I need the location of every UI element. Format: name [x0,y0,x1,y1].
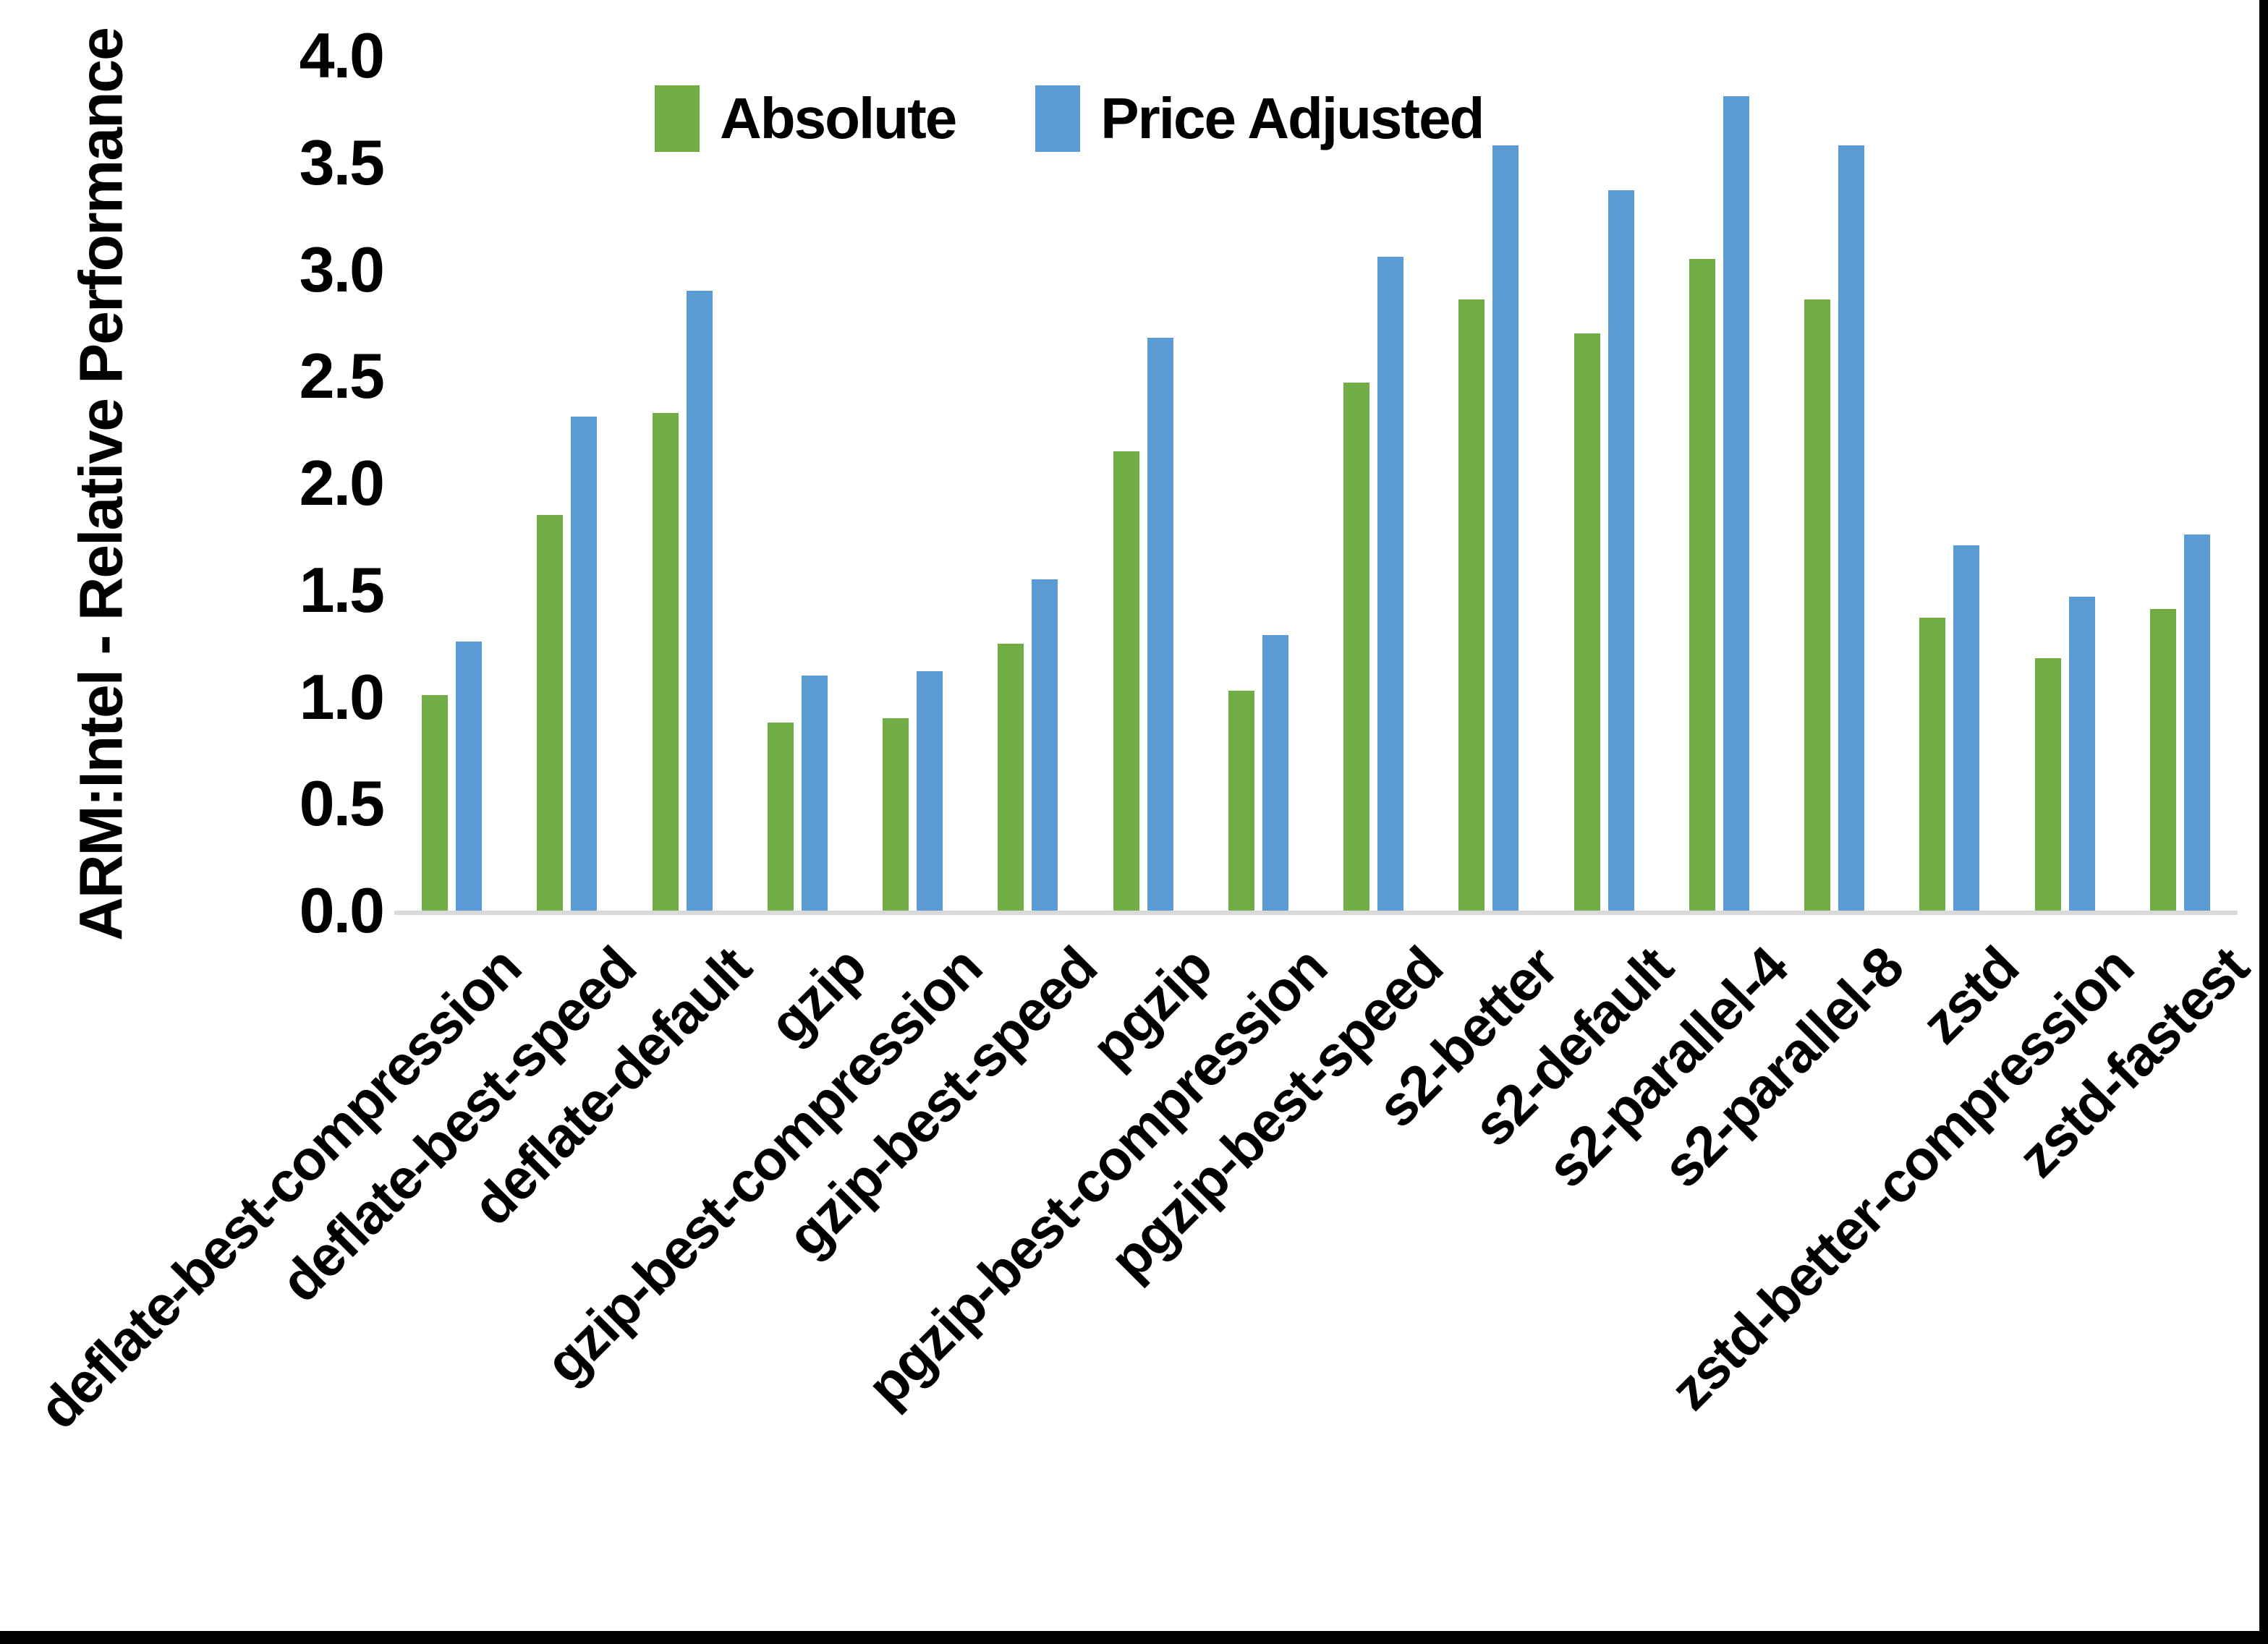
category-slot [2008,56,2123,911]
bar [1919,618,1946,911]
bar [883,718,909,911]
y-tick-label: 3.5 [299,126,385,198]
bar [652,412,679,911]
price-adjusted-series-swatch [1035,85,1081,152]
bar [571,417,598,911]
category-slot [509,56,624,911]
x-category-label: deflate-best-compression [26,934,532,1441]
bar [1838,145,1865,911]
bar [1113,451,1139,911]
category-slot [970,56,1085,911]
bar [422,694,449,911]
category-slot [1201,56,1316,911]
absolute-series-swatch [655,85,700,152]
y-tick-label: 3.0 [299,233,385,305]
legend-item-price-adjusted: Price Adjusted [1035,85,1485,152]
bar [2183,534,2210,911]
category-slot [1431,56,1546,911]
figure-border-bottom [0,1631,2268,1644]
bar [1343,383,1370,911]
category-slot [1316,56,1431,911]
bar [1228,690,1254,911]
bar [1032,579,1058,911]
legend-item-absolute: Absolute [655,85,957,152]
bar [537,515,564,911]
bar [1492,145,1519,911]
plot-area [394,56,2238,915]
bar [1689,258,1715,911]
absolute-series-label: Absolute [720,86,957,150]
bar [998,643,1024,911]
bar [1607,190,1634,911]
bar [2034,658,2061,911]
category-slot [394,56,509,911]
bar [1953,545,1980,911]
bar [1723,96,1749,911]
category-slot [625,56,740,911]
y-tick-label: 4.0 [299,20,385,91]
y-tick-label: 1.0 [299,660,385,733]
bar [917,671,943,911]
category-slot [740,56,855,911]
figure-border-right [2259,0,2268,1644]
price-adjusted-series-label: Price Adjusted [1100,86,1485,150]
bar [2068,596,2095,911]
bar [2149,609,2176,911]
category-slot [1662,56,1777,911]
bar [1377,256,1404,911]
bar [456,641,483,911]
legend: Absolute Price Adjusted [655,85,1485,152]
category-slot [1547,56,1662,911]
category-slot [855,56,970,911]
bar [1804,299,1831,911]
y-tick-label: 2.5 [299,340,385,412]
y-tick-label: 0.0 [299,874,385,946]
category-slot [1777,56,1892,911]
y-tick-label: 1.5 [299,553,385,626]
bar [1573,333,1600,911]
bar [1262,634,1288,911]
bar [1147,338,1173,911]
category-slot [1086,56,1201,911]
bar [801,675,828,911]
category-slot [2123,56,2238,911]
bar [1458,299,1485,911]
y-tick-label: 0.5 [299,767,385,840]
category-slot [1892,56,2007,911]
bar [686,291,713,911]
bar [767,722,794,911]
y-tick-label: 2.0 [299,447,385,519]
